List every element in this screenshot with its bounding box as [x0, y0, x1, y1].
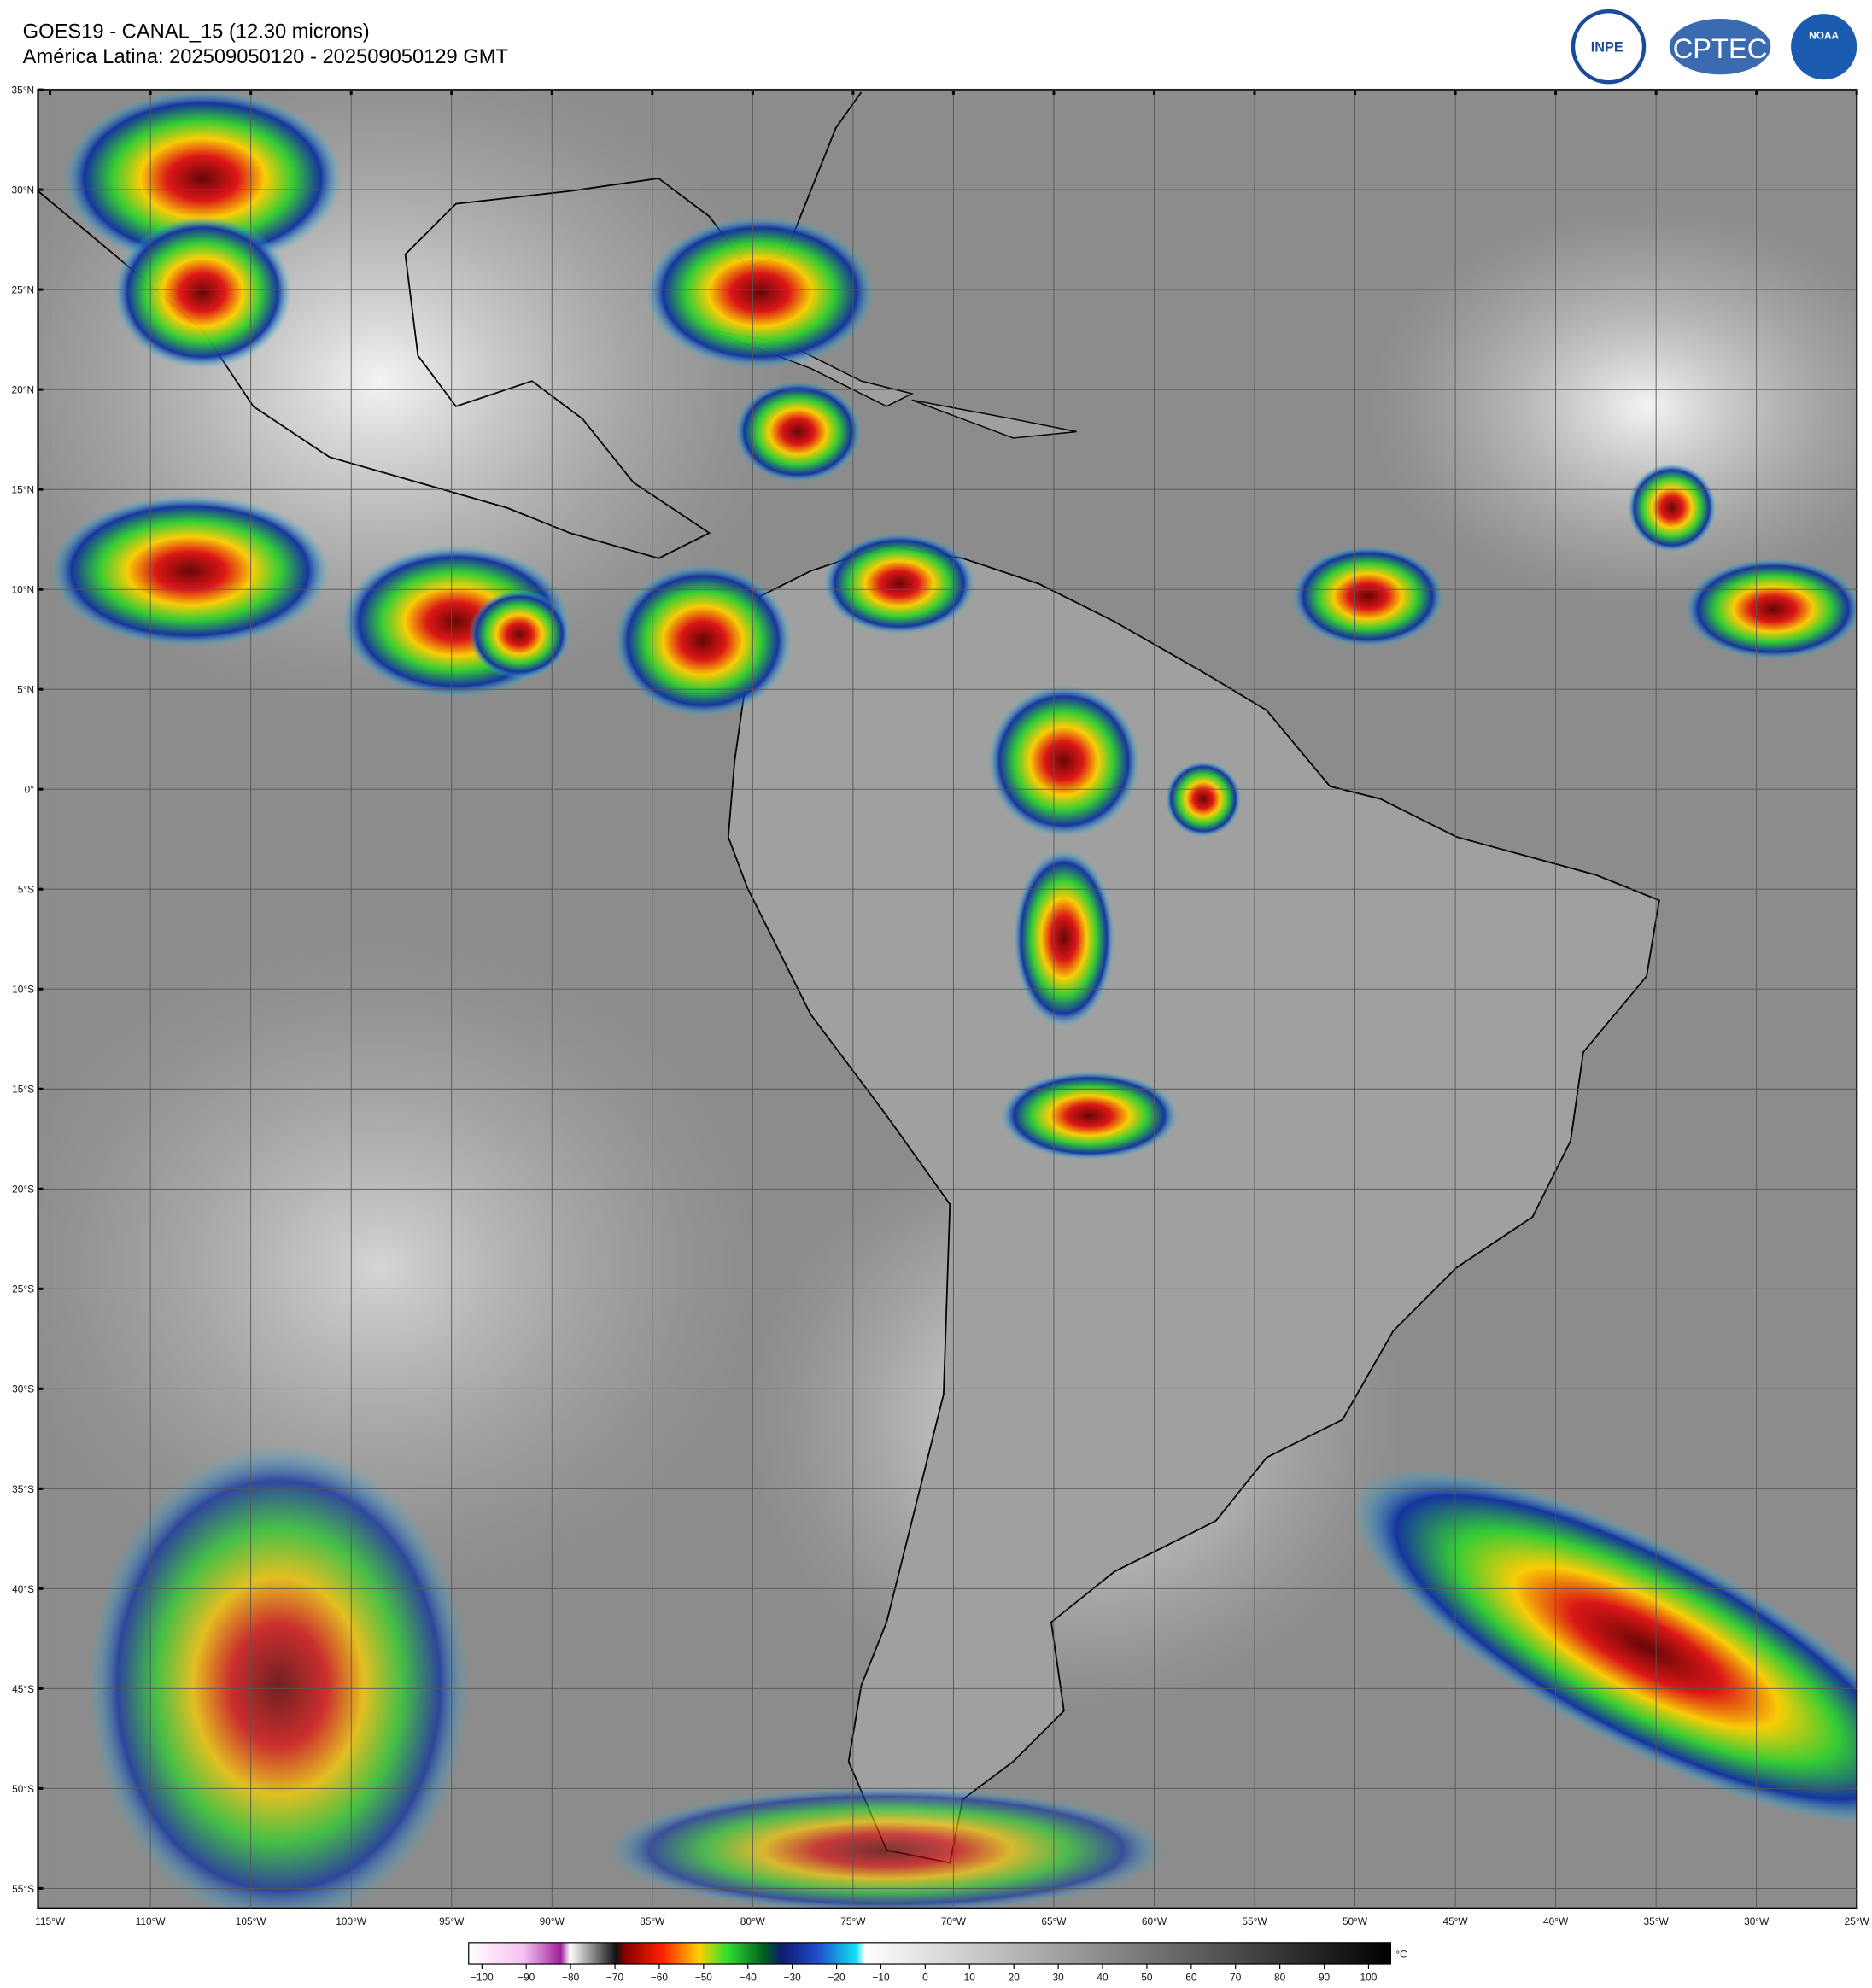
y-tick-label: 10°N	[12, 584, 35, 596]
y-tick-label: 10°S	[12, 984, 34, 996]
y-tick-label: 20°S	[12, 1184, 34, 1196]
logos: INPE CPTEC NOAA	[1571, 9, 1857, 85]
satellite-image	[38, 90, 1857, 1909]
y-tick-label: 5°N	[17, 684, 34, 696]
colorbar-tick-label: −30	[784, 1971, 802, 1983]
subtitle: América Latina: 202509050120 - 202509050…	[23, 46, 508, 68]
colorbar-tick-label: 60	[1185, 1971, 1197, 1983]
y-tick-label: 0°	[25, 784, 35, 796]
x-tick-label: 50°W	[1343, 1915, 1368, 1927]
x-tick-label: 80°W	[740, 1915, 766, 1927]
title: GOES19 - CANAL_15 (12.30 microns)	[23, 20, 370, 43]
logo-noaa: NOAA	[1809, 30, 1839, 42]
colorbar-tick-label: −70	[606, 1971, 624, 1983]
x-tick-label: 75°W	[840, 1915, 866, 1927]
x-tick-label: 95°W	[439, 1915, 465, 1927]
colorbar-tick-label: −90	[518, 1971, 535, 1983]
logo-inpe: INPE	[1591, 40, 1623, 56]
colorbar-tick-label: 20	[1009, 1971, 1021, 1983]
colorbar-tick-label: 90	[1319, 1971, 1331, 1983]
y-tick-label: 20°N	[12, 384, 35, 396]
colorbar-tick-label: −20	[828, 1971, 846, 1983]
colorbar-tick-label: 50	[1141, 1971, 1153, 1983]
y-tick-label: 35°S	[12, 1483, 34, 1495]
y-tick-label: 50°S	[12, 1783, 34, 1795]
y-tick-label: 15°S	[12, 1084, 34, 1096]
y-tick-label: 55°S	[12, 1883, 34, 1895]
x-tick-label: 90°W	[540, 1915, 565, 1927]
x-tick-label: 115°W	[35, 1915, 66, 1927]
logo-cptec: CPTEC	[1673, 32, 1768, 64]
y-tick-label: 15°N	[12, 484, 35, 496]
x-tick-label: 45°W	[1442, 1915, 1468, 1927]
x-tick-label: 40°W	[1543, 1915, 1569, 1927]
colorbar-tick-label: 0	[922, 1971, 928, 1983]
x-tick-label: 60°W	[1142, 1915, 1167, 1927]
x-tick-label: 110°W	[136, 1915, 167, 1927]
colorbar-unit: °C	[1395, 1949, 1407, 1961]
x-tick-label: 65°W	[1041, 1915, 1067, 1927]
x-tick-label: 30°W	[1744, 1915, 1770, 1927]
colorbar-tick-label: 100	[1360, 1971, 1378, 1983]
colorbar-tick-label: 80	[1274, 1971, 1286, 1983]
colorbar-tick-label: −60	[651, 1971, 669, 1983]
colorbar-tick-label: 40	[1097, 1971, 1109, 1983]
y-tick-label: 30°S	[12, 1383, 34, 1395]
y-tick-label: 5°S	[18, 884, 34, 896]
colorbar-tick-label: −10	[872, 1971, 890, 1983]
y-tick-label: 35°N	[12, 85, 35, 96]
x-tick-label: 55°W	[1242, 1915, 1267, 1927]
y-tick-label: 25°N	[12, 284, 35, 296]
x-tick-label: 105°W	[236, 1915, 267, 1927]
y-tick-label: 40°S	[12, 1583, 34, 1595]
x-tick-label: 85°W	[640, 1915, 665, 1927]
x-tick-label: 25°W	[1845, 1915, 1870, 1927]
colorbar-tick-label: −40	[740, 1971, 758, 1983]
colorbar-tick-label: 30	[1053, 1971, 1065, 1983]
colorbar-tick-label: 10	[964, 1971, 976, 1983]
colorbar	[468, 1942, 1392, 1965]
colorbar-tick-label: 70	[1230, 1971, 1242, 1983]
colorbar-tick-label: −100	[471, 1971, 494, 1983]
colorbar-tick-label: −80	[562, 1971, 580, 1983]
colorbar-tick-label: −50	[695, 1971, 713, 1983]
x-tick-label: 35°W	[1644, 1915, 1670, 1927]
y-tick-label: 45°S	[12, 1683, 34, 1695]
y-tick-label: 30°N	[12, 184, 35, 196]
y-tick-label: 25°S	[12, 1283, 34, 1295]
x-tick-label: 70°W	[941, 1915, 967, 1927]
x-tick-label: 100°W	[336, 1915, 367, 1927]
